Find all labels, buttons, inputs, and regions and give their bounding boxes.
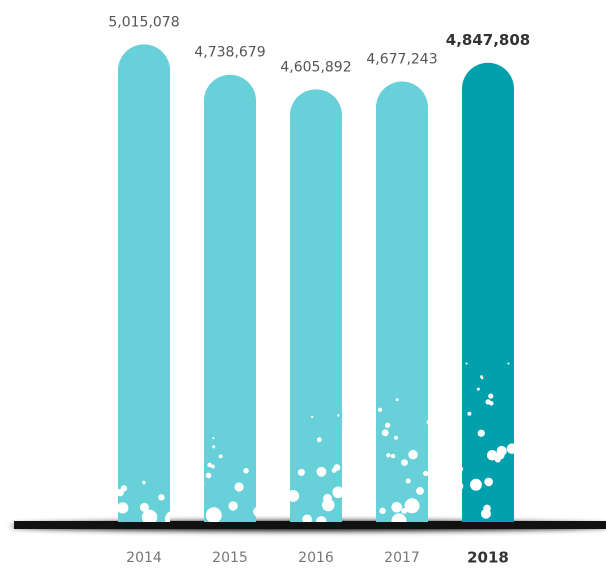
bubble [321, 498, 335, 512]
bubble [212, 437, 215, 440]
bubbles [204, 437, 256, 522]
bubble [391, 501, 403, 513]
value-label: 4,677,243 [366, 51, 437, 67]
x-tick-label: 2016 [298, 550, 334, 566]
bubble [344, 471, 349, 476]
bubble [483, 504, 491, 513]
bubble [462, 481, 464, 491]
bubble [408, 449, 418, 460]
value-label: 5,015,078 [108, 14, 179, 30]
bubble [515, 449, 520, 454]
bubble [390, 453, 396, 459]
bubble [386, 453, 391, 458]
bubble [337, 414, 340, 417]
bubble [377, 407, 383, 413]
bubble [405, 478, 411, 484]
bubble [212, 445, 216, 449]
bubble [210, 464, 215, 469]
bubble [158, 494, 165, 501]
x-tick-label: 2015 [212, 550, 248, 566]
bar [290, 89, 342, 523]
bubble [486, 449, 498, 461]
bubble [458, 367, 460, 369]
bar [462, 62, 514, 522]
bubble [384, 422, 391, 428]
bubble [484, 477, 493, 487]
bubble [489, 401, 494, 406]
ground [14, 521, 606, 529]
bubble [290, 490, 300, 502]
bubble [381, 429, 389, 437]
bubble [391, 513, 407, 523]
bubble [456, 435, 462, 441]
bubble [488, 393, 494, 399]
x-tick-label: 2014 [126, 550, 162, 566]
bubble [316, 437, 322, 443]
bubble [426, 420, 428, 425]
x-tick-label: 2018 [467, 549, 509, 567]
bubble [477, 429, 485, 437]
bubble [469, 478, 482, 491]
bubbles [367, 398, 428, 523]
bubble [297, 468, 305, 476]
bubble [205, 507, 222, 522]
bubble [372, 408, 375, 411]
bubble [253, 506, 256, 517]
bubble [204, 481, 205, 487]
bubble [205, 472, 212, 479]
bubble [164, 510, 170, 523]
bubble [507, 362, 510, 365]
value-label: 4,605,892 [280, 59, 351, 75]
bubble [332, 486, 342, 499]
bubbles [456, 362, 520, 519]
bubble [379, 507, 386, 515]
bubble [480, 376, 484, 380]
bubble [120, 485, 128, 492]
bubble [367, 500, 374, 507]
bubble [302, 514, 313, 523]
bubble [243, 467, 249, 474]
bubble [234, 482, 244, 492]
bubble [118, 502, 129, 514]
bar [118, 44, 170, 523]
bubble [316, 466, 327, 477]
bubble [142, 480, 146, 485]
bubble [395, 398, 399, 402]
bubble [423, 470, 428, 477]
bubble [207, 462, 212, 468]
value-label: 4,738,679 [194, 45, 265, 61]
bubble [342, 439, 346, 443]
bubbles [285, 414, 349, 523]
bubble [139, 502, 149, 512]
bubble [496, 445, 507, 457]
bubbles [118, 480, 170, 523]
bubble [416, 487, 424, 495]
bubble [401, 459, 408, 467]
bubble [394, 435, 398, 440]
bubble [228, 501, 238, 511]
bubble [285, 422, 288, 425]
bubble [476, 387, 480, 391]
bubble [465, 362, 468, 365]
bar [204, 74, 256, 522]
x-tick-label: 2017 [384, 550, 420, 566]
bar [376, 81, 428, 523]
value-label: 4,847,808 [446, 31, 530, 49]
bubble [462, 466, 464, 472]
bubble [331, 467, 337, 473]
bubble [141, 509, 158, 523]
bubble [506, 443, 514, 454]
bubble [218, 454, 223, 459]
bubble [316, 516, 327, 523]
bubble [467, 411, 472, 416]
bubble [404, 498, 420, 514]
bubble [310, 415, 314, 419]
